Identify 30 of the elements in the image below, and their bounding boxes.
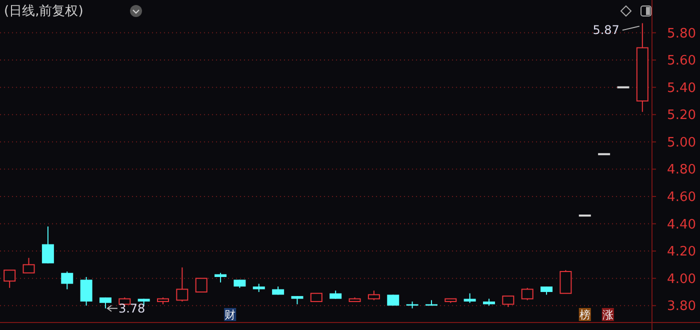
y-tick-label: 5.40 [667, 80, 696, 96]
annotation: 3.78 [118, 302, 146, 316]
annotation: 榜 [579, 308, 590, 322]
y-tick-label: 4.40 [667, 217, 696, 232]
candlestick [176, 266, 188, 302]
candlestick [61, 271, 74, 290]
y-tick-label: 5.20 [667, 108, 696, 124]
candlestick [42, 226, 54, 264]
y-tick-label: 4.20 [667, 244, 696, 260]
y-tick-label: 5.60 [667, 54, 696, 69]
y-tick-label: 4.80 [667, 162, 696, 178]
y-tick-label: 5.80 [667, 26, 696, 42]
candlestick [22, 257, 35, 274]
y-tick-label: 5.00 [667, 135, 696, 150]
candlestick [195, 278, 208, 292]
candlestick [214, 272, 227, 283]
candlestick [80, 276, 92, 306]
candlestick [4, 270, 16, 288]
candlestick [521, 287, 534, 301]
annotation: 5.87 [592, 23, 620, 38]
y-tick-label: 4.60 [667, 190, 696, 206]
candlestick [502, 296, 514, 308]
y-tick-label: 4.00 [667, 272, 696, 287]
chart-title: (日线,前复权) [4, 4, 84, 19]
candlestick [368, 290, 380, 301]
annotation: 财 [224, 308, 236, 322]
candlestick [560, 270, 572, 294]
y-tick-label: 3.80 [667, 299, 696, 314]
candlestick [464, 292, 476, 304]
annotation: 涨 [602, 308, 614, 322]
